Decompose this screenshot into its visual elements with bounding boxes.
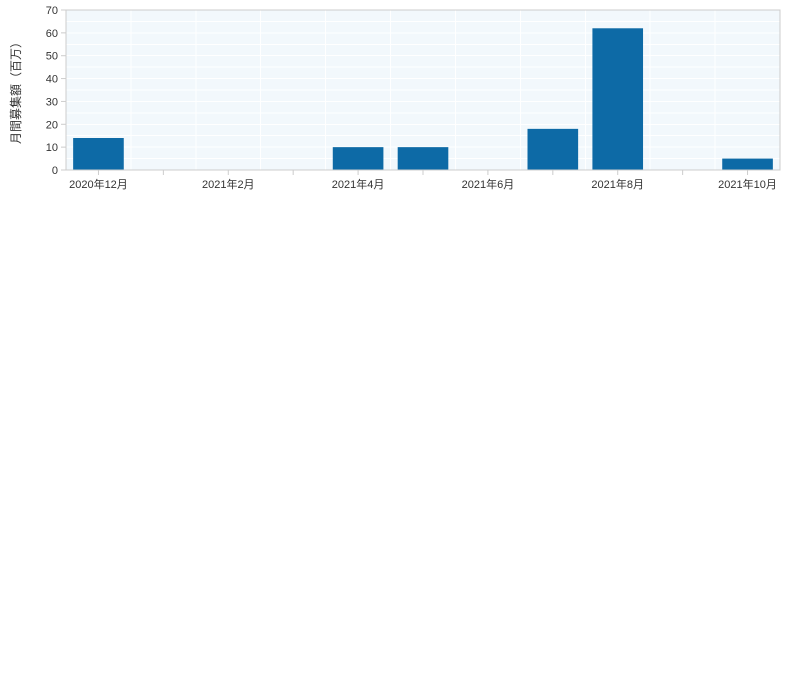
bar [333, 147, 384, 170]
y-tick-label: 50 [46, 51, 58, 63]
y-tick-label: 20 [46, 119, 58, 131]
x-tick-label: 2021年6月 [462, 177, 515, 191]
y-tick-label: 10 [46, 142, 58, 154]
x-tick-label: 2020年12月 [69, 177, 128, 191]
x-tick-label: 2021年2月 [202, 177, 255, 191]
bar [592, 28, 643, 170]
chart-container: 0 10 20 30 40 50 60 70 2020年12月 2021年2月 2021年4月 202… [0, 0, 792, 700]
y-tick-label: 0 [52, 165, 58, 177]
bar [73, 138, 124, 170]
x-tick-label: 2021年4月 [332, 177, 385, 191]
y-tick-label: 60 [46, 28, 58, 40]
bar [398, 147, 449, 170]
y-tick-label: 40 [46, 74, 58, 86]
x-tick-label: 2021年8月 [591, 177, 644, 191]
bar [722, 159, 773, 170]
y-tick-label: 70 [46, 5, 58, 17]
x-tick-label: 2021年10月 [718, 177, 777, 191]
bar [528, 129, 579, 170]
y-axis-title: 月間募集額（百万） [8, 36, 23, 144]
y-tick-label: 30 [46, 96, 58, 108]
bar-chart: 0 10 20 30 40 50 60 70 2020年12月 2021年2月 2021年4月 202… [0, 0, 792, 700]
